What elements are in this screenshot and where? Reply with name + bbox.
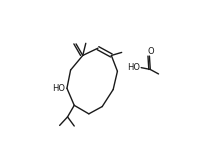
- Text: HO: HO: [127, 63, 140, 72]
- Text: HO: HO: [53, 84, 65, 93]
- Text: O: O: [147, 47, 154, 56]
